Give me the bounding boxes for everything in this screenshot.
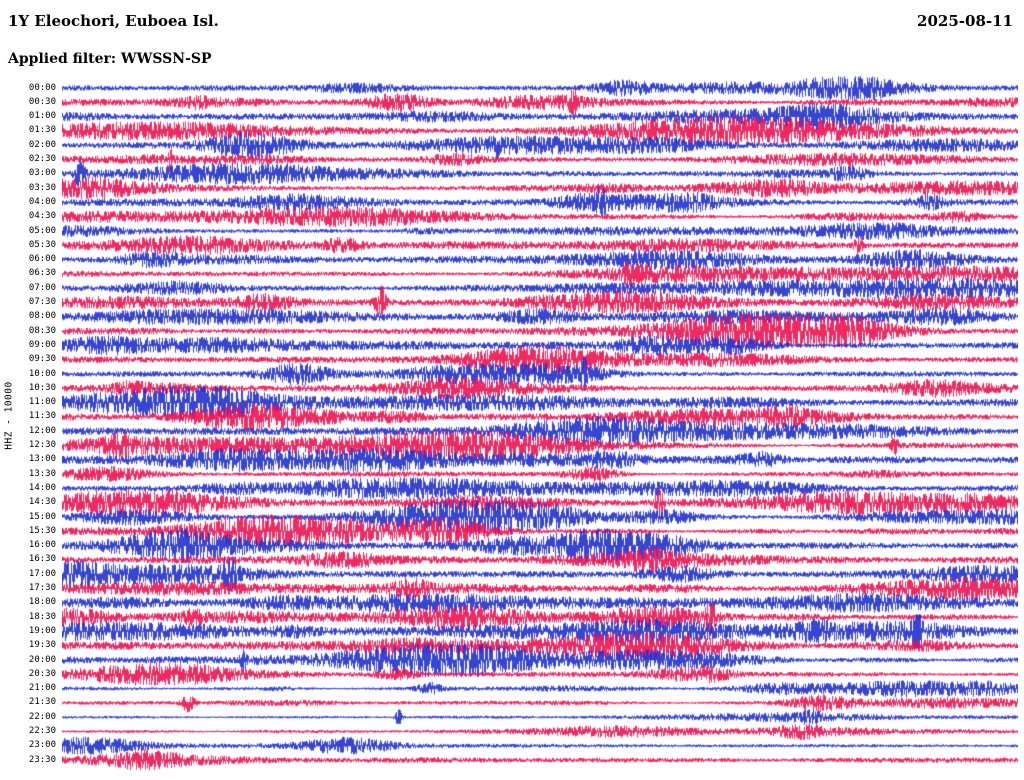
time-label: 20:00 [28, 654, 56, 665]
time-label: 19:30 [28, 640, 56, 651]
time-label: 05:30 [28, 239, 56, 250]
time-label: 06:00 [28, 254, 56, 265]
time-label: 13:30 [28, 468, 56, 479]
time-label: 03:00 [28, 168, 56, 179]
time-label: 20:30 [28, 668, 56, 679]
time-label: 16:00 [28, 540, 56, 551]
time-label: 14:30 [28, 497, 56, 508]
time-label: 23:00 [28, 740, 56, 751]
time-label: 01:00 [28, 111, 56, 122]
time-label: 09:30 [28, 354, 56, 365]
station-title: 1Y Eleochori, Euboea Isl. [8, 12, 219, 30]
time-label: 16:30 [28, 554, 56, 565]
time-label: 18:30 [28, 611, 56, 622]
time-label: 22:30 [28, 726, 56, 736]
time-label: 11:30 [28, 411, 56, 422]
seismogram-canvas [62, 70, 1018, 776]
time-label: 04:30 [28, 211, 56, 222]
time-label: 17:00 [28, 568, 56, 579]
time-label: 06:30 [28, 268, 56, 279]
time-label: 21:00 [28, 683, 56, 694]
time-label: 22:00 [28, 711, 56, 722]
time-labels: 00:00 00:30 01:00 01:30 02:00 02:30 03:00 03:30… [0, 0, 58, 780]
time-label: 17:30 [28, 583, 56, 593]
time-label: 10:00 [28, 368, 56, 379]
time-label: 21:30 [28, 697, 56, 708]
time-label: 18:00 [28, 597, 56, 608]
time-label: 19:00 [28, 625, 56, 636]
time-label: 07:30 [28, 297, 56, 307]
time-label: 04:00 [28, 196, 56, 207]
time-label: 12:30 [28, 440, 56, 450]
time-label: 07:00 [28, 282, 56, 293]
time-label: 12:00 [28, 425, 56, 436]
time-label: 15:00 [28, 511, 56, 522]
time-label: 02:30 [28, 154, 56, 164]
time-label: 10:30 [28, 382, 56, 393]
time-label: 08:30 [28, 325, 56, 336]
filter-label: Applied filter: WWSSN-SP [8, 51, 212, 67]
time-label: 02:00 [28, 139, 56, 150]
time-label: 05:00 [28, 225, 56, 236]
time-label: 08:00 [28, 311, 56, 322]
time-label: 09:00 [28, 339, 56, 350]
time-label: 01:30 [28, 125, 56, 136]
time-label: 14:00 [28, 482, 56, 493]
time-label: 23:30 [28, 754, 56, 765]
time-label: 15:30 [28, 525, 56, 536]
time-label: 00:00 [28, 82, 56, 93]
time-label: 00:30 [28, 96, 56, 107]
time-label: 03:30 [28, 182, 56, 193]
time-label: 13:00 [28, 454, 56, 465]
date-label: 2025-08-11 [917, 12, 1013, 30]
time-label: 11:00 [28, 397, 56, 408]
